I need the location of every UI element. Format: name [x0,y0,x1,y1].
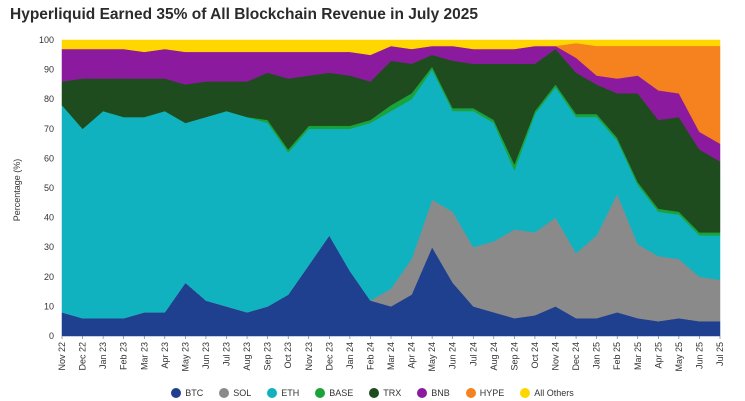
legend-swatch [465,388,476,398]
x-tick-label: Jan 23 [98,342,108,369]
legend-swatch [520,388,531,398]
x-tick-label: May 23 [180,342,190,372]
legend-item-eth: ETH [267,388,299,398]
legend-label: HYPE [479,388,505,398]
x-tick-label: Jul 23 [222,342,232,366]
x-tick-label: Jan 25 [592,342,602,369]
x-tick-label: Sep 24 [509,342,519,371]
y-axis: 0 10 20 30 40 50 60 70 80 90 100 [39,35,54,341]
stacked-area-chart: 0 10 20 30 40 50 60 70 80 90 100 Nov 22 Dec 22 Jan 2… [12,35,725,372]
x-tick-label: Nov 24 [551,342,561,371]
x-tick-label: Dec 24 [571,342,581,371]
y-tick-label: 90 [44,65,54,75]
x-tick-label: Sep 23 [263,342,273,371]
y-tick-label: 40 [44,213,54,223]
legend-item-sol: SOL [219,388,251,398]
x-tick-label: May 24 [427,342,437,372]
y-tick-label: 100 [39,35,54,45]
x-tick-label: Apr 24 [407,342,417,369]
x-tick-label: Dec 22 [78,342,88,371]
x-tick-label: Apr 23 [160,342,170,369]
legend-label: SOL [233,388,252,398]
x-tick-label: Aug 23 [242,342,252,371]
x-tick-label: Nov 23 [304,342,314,371]
legend-label: BTC [185,388,204,398]
y-axis-label: Percentage (%) [12,159,22,222]
x-tick-label: Jul 24 [468,342,478,366]
x-tick-label: Feb 25 [612,342,622,370]
x-tick-label: Oct 24 [530,342,540,369]
legend: BTC SOL ETH BASE TRX BNB HYPE All Others [0,386,745,400]
legend-swatch [417,388,428,398]
y-tick-label: 10 [44,301,54,311]
x-tick-label: Dec 23 [324,342,334,371]
x-tick-label: Aug 24 [489,342,499,371]
y-tick-label: 30 [44,242,54,252]
legend-label: ETH [281,388,300,398]
area-series-all-others [61,39,721,56]
y-tick-label: 0 [49,331,54,341]
x-tick-label: Feb 24 [365,342,375,370]
x-tick-label: Apr 25 [653,342,663,369]
y-tick-label: 80 [44,94,54,104]
x-tick-label: Oct 23 [283,342,293,369]
legend-swatch [267,388,278,398]
x-tick-label: Nov 22 [57,342,67,371]
legend-label: BNB [431,388,450,398]
legend-item-base: BASE [315,388,353,398]
x-tick-label: Jul 25 [715,342,725,366]
x-tick-label: Mar 24 [386,342,396,370]
x-tick-label: Mar 25 [633,342,643,370]
x-tick-label: Feb 23 [119,342,129,370]
legend-swatch [315,388,326,398]
x-tick-label: Jun 25 [694,342,704,369]
legend-item-trx: TRX [369,388,401,398]
chart-title: Hyperliquid Earned 35% of All Blockchain… [10,6,479,23]
legend-item-hype: HYPE [465,388,505,398]
legend-item-btc: BTC [171,388,203,398]
legend-label: BASE [329,388,354,398]
x-tick-label: Jan 24 [345,342,355,369]
y-tick-label: 60 [44,153,54,163]
legend-swatch [219,388,230,398]
x-tick-label: Jun 23 [201,342,211,369]
y-tick-label: 70 [44,124,54,134]
y-tick-label: 20 [44,272,54,282]
x-tick-label: Mar 23 [139,342,149,370]
x-axis: Nov 22 Dec 22 Jan 23 Feb 23 Mar 23 Apr 23 May … [57,336,725,372]
legend-swatch [171,388,182,398]
x-tick-label: May 25 [674,342,684,372]
legend-item-bnb: BNB [417,388,450,398]
plot-areas [61,39,721,337]
legend-swatch [369,388,380,398]
y-tick-label: 50 [44,183,54,193]
legend-label: TRX [383,388,402,398]
legend-label: All Others [534,388,574,398]
x-tick-label: Jun 24 [448,342,458,369]
legend-item-all-others: All Others [520,388,574,398]
